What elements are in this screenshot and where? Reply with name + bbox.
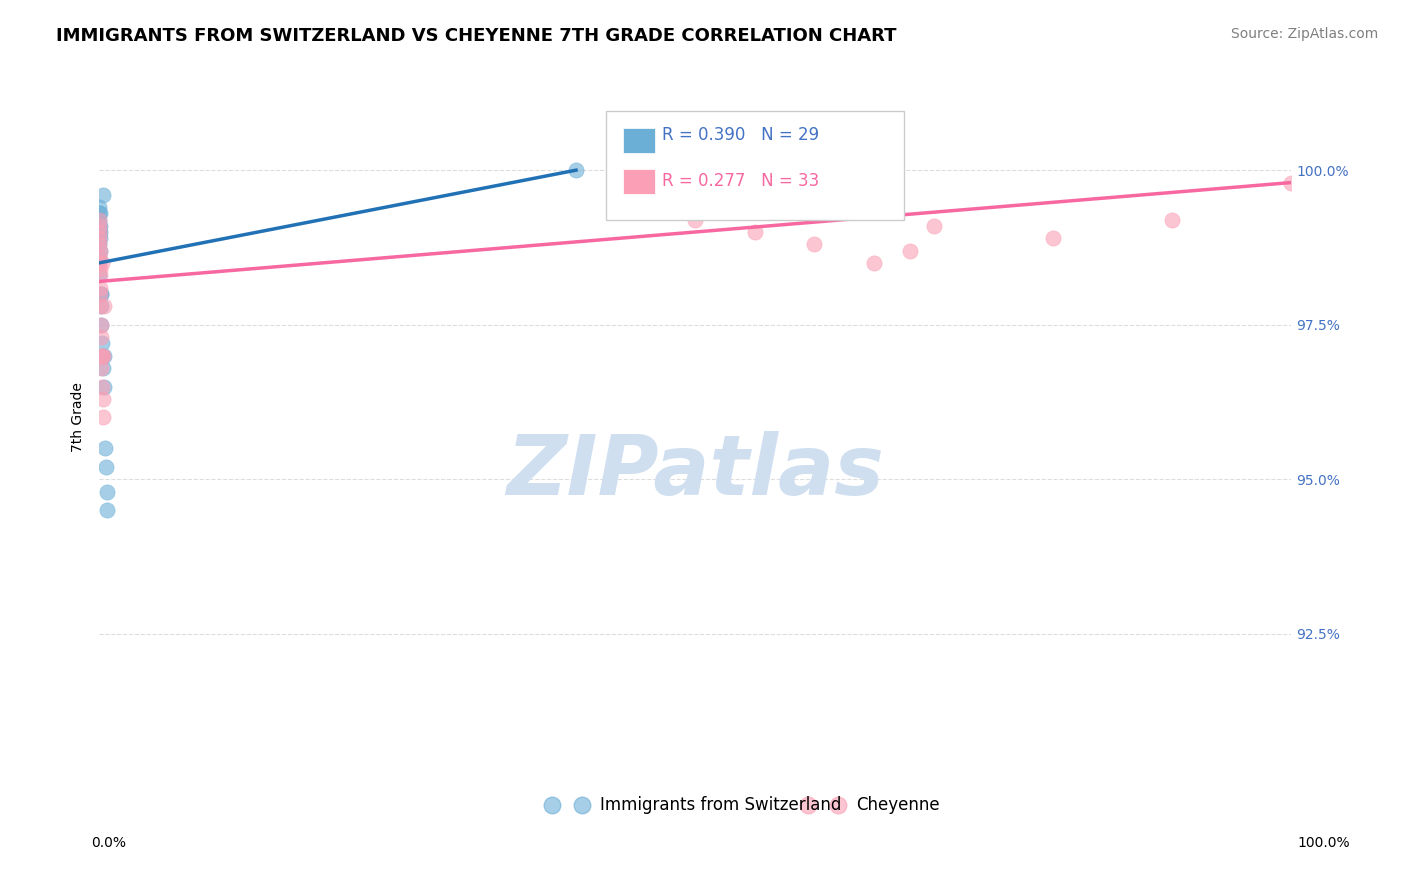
Text: ZIPatlas: ZIPatlas — [506, 432, 884, 512]
Point — [89, 262, 111, 277]
Point — [89, 286, 111, 301]
Point — [90, 379, 112, 393]
Point — [89, 250, 111, 264]
Point — [90, 318, 112, 332]
Point — [90, 286, 112, 301]
Y-axis label: 7th Grade: 7th Grade — [72, 383, 86, 452]
Point — [89, 206, 111, 220]
Point — [93, 299, 115, 313]
Point — [89, 225, 111, 239]
Point — [89, 237, 111, 252]
Text: R = 0.390   N = 29: R = 0.390 N = 29 — [662, 127, 818, 145]
Point — [91, 349, 114, 363]
Text: Source: ZipAtlas.com: Source: ZipAtlas.com — [1230, 27, 1378, 41]
FancyBboxPatch shape — [606, 112, 904, 220]
Point — [90, 361, 112, 376]
Point — [91, 349, 114, 363]
Point — [1042, 231, 1064, 245]
Point — [89, 212, 111, 227]
Point — [922, 219, 945, 233]
Point — [683, 212, 706, 227]
Point — [89, 219, 111, 233]
Point — [90, 299, 112, 313]
FancyBboxPatch shape — [623, 169, 655, 194]
FancyBboxPatch shape — [623, 128, 655, 153]
Point — [863, 256, 886, 270]
Point — [91, 336, 114, 351]
Point — [91, 410, 114, 425]
Point — [89, 231, 111, 245]
Point — [1161, 212, 1184, 227]
Point — [96, 484, 118, 499]
Point — [744, 225, 766, 239]
Point — [89, 219, 111, 233]
Point — [89, 250, 111, 264]
Point — [90, 349, 112, 363]
Point — [96, 459, 118, 474]
Point — [89, 219, 111, 233]
Point — [565, 163, 588, 178]
Point — [91, 187, 114, 202]
Point — [89, 225, 111, 239]
Text: Cheyenne: Cheyenne — [856, 796, 939, 814]
Text: Immigrants from Switzerland: Immigrants from Switzerland — [600, 796, 841, 814]
Point — [89, 280, 111, 294]
Point — [91, 361, 114, 376]
Point — [90, 286, 112, 301]
Point — [89, 244, 111, 258]
Point — [89, 268, 111, 283]
Point — [89, 256, 111, 270]
Point — [90, 330, 112, 344]
Point — [803, 237, 825, 252]
Point — [89, 299, 111, 313]
Point — [89, 200, 111, 214]
Point — [89, 231, 111, 245]
Point — [89, 268, 111, 283]
Point — [96, 503, 118, 517]
Text: 100.0%: 100.0% — [1298, 836, 1350, 850]
Point — [89, 237, 111, 252]
Point — [91, 392, 114, 406]
Text: IMMIGRANTS FROM SWITZERLAND VS CHEYENNE 7TH GRADE CORRELATION CHART: IMMIGRANTS FROM SWITZERLAND VS CHEYENNE … — [56, 27, 897, 45]
Point — [91, 256, 114, 270]
Point — [93, 379, 115, 393]
Point — [94, 442, 117, 456]
Point — [93, 349, 115, 363]
Point — [89, 212, 111, 227]
Point — [89, 256, 111, 270]
Point — [89, 244, 111, 258]
Point — [1279, 176, 1302, 190]
Point — [89, 225, 111, 239]
Point — [898, 244, 921, 258]
Point — [91, 349, 114, 363]
Text: R = 0.277   N = 33: R = 0.277 N = 33 — [662, 172, 820, 190]
Point — [90, 318, 112, 332]
Point — [89, 206, 111, 220]
Text: 0.0%: 0.0% — [91, 836, 127, 850]
